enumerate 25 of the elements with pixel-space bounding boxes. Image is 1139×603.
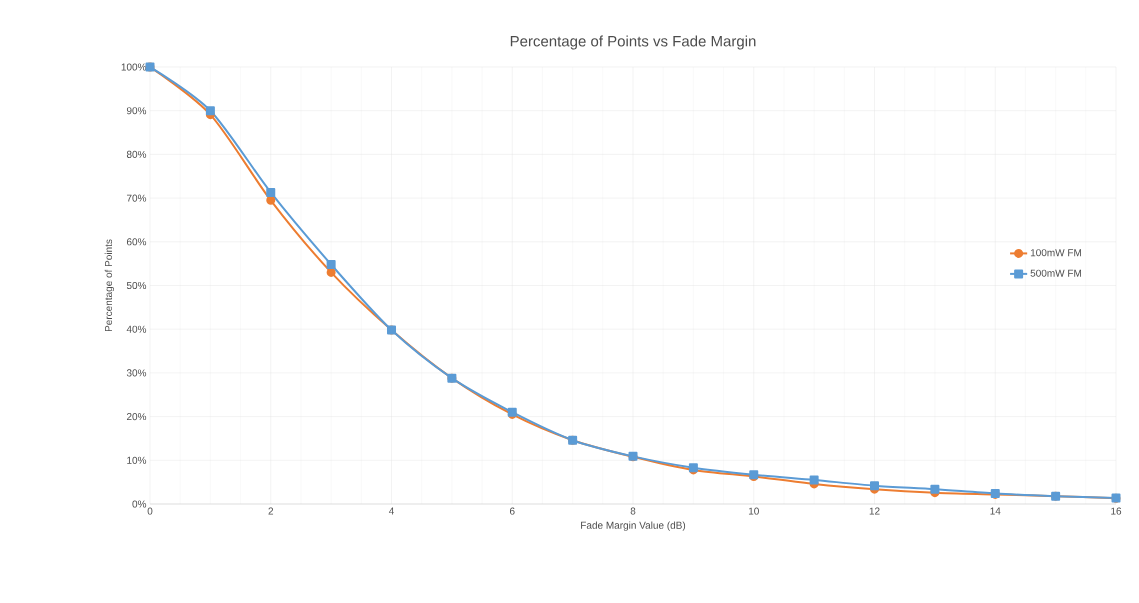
- y-tick-label: 10%: [127, 456, 147, 464]
- x-tick-label: 14: [990, 507, 1001, 515]
- y-tick-label: 90%: [126, 107, 147, 115]
- y-tick-label: 0%: [132, 500, 147, 508]
- y-tick-label: 30%: [126, 369, 147, 377]
- legend-label: 100mW FM: [1030, 249, 1081, 257]
- x-tick-label: 16: [1111, 507, 1122, 515]
- legend-label: 500mW FM: [1030, 269, 1081, 277]
- chart-title: Percentage of Points vs Fade Margin: [510, 35, 756, 50]
- y-tick-label: 40%: [126, 325, 147, 333]
- x-tick-label: 8: [630, 507, 636, 515]
- x-tick-label: 2: [268, 507, 274, 515]
- y-tick-label: 70%: [126, 194, 147, 202]
- x-tick-label: 0: [147, 507, 153, 515]
- y-tick-label: 60%: [126, 238, 147, 246]
- x-axis-title: Fade Margin Value (dB): [581, 521, 686, 531]
- x-tick-label: 6: [509, 507, 515, 515]
- y-tick-label: 80%: [126, 150, 147, 158]
- y-axis-title: Percentage of Points: [104, 239, 115, 332]
- y-tick-label: 20%: [126, 413, 147, 421]
- x-tick-label: 12: [869, 507, 880, 515]
- x-tick-label: 10: [748, 507, 759, 515]
- y-tick-label: 100%: [121, 63, 147, 71]
- x-tick-label: 4: [388, 507, 394, 515]
- y-tick-label: 50%: [126, 281, 147, 290]
